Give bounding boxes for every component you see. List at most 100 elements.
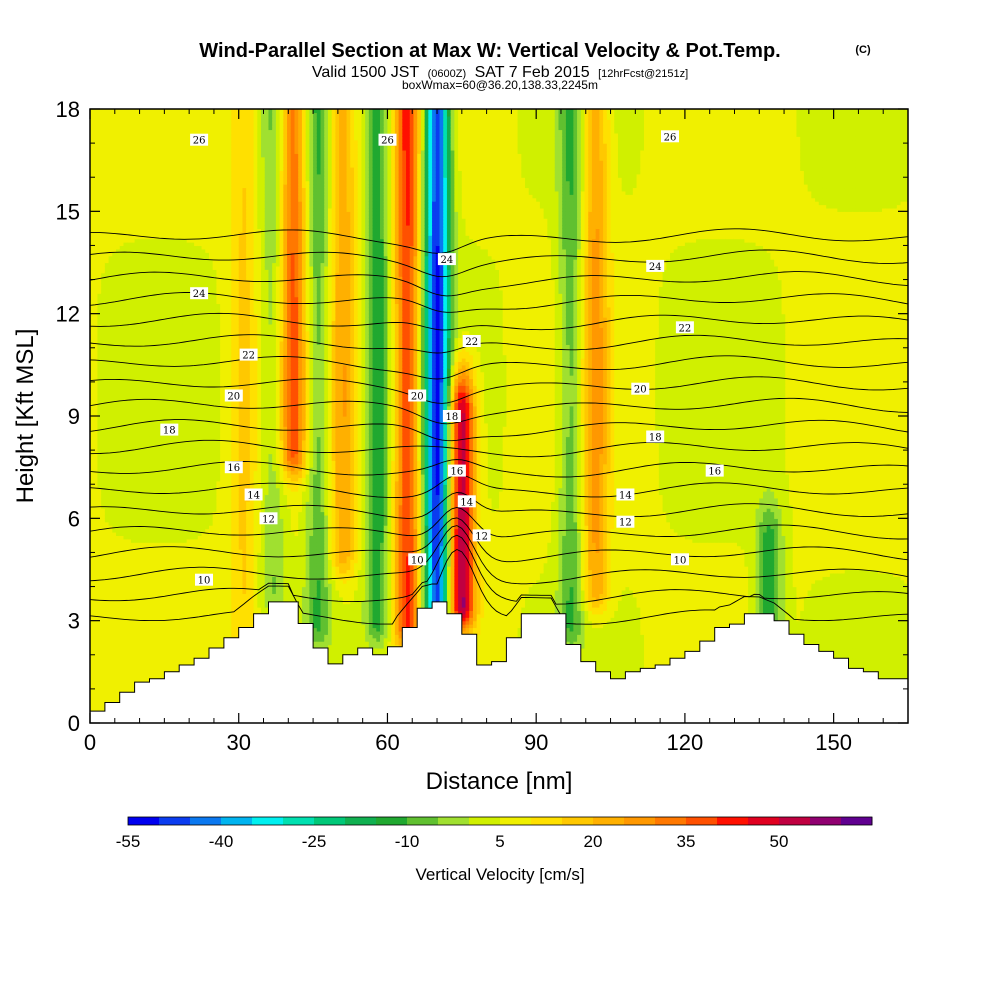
velocity-cell [97,549,102,554]
velocity-cell [142,330,147,335]
velocity-cell [168,542,173,547]
velocity-cell [93,559,99,564]
velocity-cell [164,402,169,407]
velocity-cell [153,136,158,141]
velocity-cell [153,668,158,673]
velocity-cell [149,129,154,134]
velocity-cell [182,235,188,240]
velocity-cell [138,542,143,547]
velocity-cell [179,364,184,369]
velocity-cell [112,508,117,513]
velocity-cell [168,276,173,281]
velocity-cell [119,637,125,642]
velocity-cell [108,207,113,212]
velocity-cell [171,460,177,465]
velocity-cell [130,180,136,185]
velocity-cell [160,644,165,649]
velocity-cell [168,269,173,274]
velocity-cell [123,207,128,212]
velocity-cell [186,187,191,192]
velocity-cell [160,187,165,192]
velocity-cell [153,201,158,206]
velocity-cell [160,518,165,523]
velocity-cell [90,692,95,697]
velocity-cell [108,252,113,257]
velocity-cell [164,647,169,652]
velocity-cell [138,143,143,148]
velocity-cell [127,334,132,339]
velocity-cell [179,596,184,601]
velocity-cell [179,576,184,581]
velocity-cell [138,228,143,233]
velocity-cell [179,320,184,325]
velocity-cell [156,112,162,117]
velocity-cell [104,282,110,287]
velocity-cell [116,617,121,622]
velocity-cell [90,699,95,704]
velocity-cell [101,433,106,438]
velocity-cell [160,665,165,670]
velocity-cell [149,634,154,639]
velocity-cell [153,416,158,421]
velocity-cell [130,146,136,151]
velocity-cell [156,340,162,345]
velocity-cell [119,439,125,444]
velocity-cell [182,661,188,666]
velocity-cell [138,494,143,499]
velocity-cell [179,146,184,151]
velocity-cell [112,463,117,468]
velocity-cell [101,695,106,700]
velocity-cell [190,453,195,458]
velocity-cell [156,531,162,536]
velocity-cell [101,429,106,434]
velocity-cell [123,235,128,240]
velocity-cell [171,470,177,475]
velocity-cell [116,221,121,226]
velocity-cell [127,368,132,373]
velocity-cell [186,542,191,547]
velocity-cell [112,682,117,687]
velocity-cell [190,436,195,441]
velocity-cell [160,282,165,287]
velocity-cell [108,514,113,519]
velocity-cell [123,259,128,264]
velocity-cell [108,531,113,536]
velocity-cell [142,190,147,195]
velocity-cell [175,255,180,260]
velocity-cell [182,630,188,635]
velocity-cell [138,572,143,577]
velocity-cell [93,473,99,478]
velocity-cell [145,112,151,117]
velocity-cell [168,252,173,257]
velocity-cell [93,255,99,260]
velocity-cell [134,450,139,455]
velocity-cell [175,668,180,673]
velocity-cell [160,126,165,131]
velocity-cell [164,337,169,342]
velocity-cell [130,300,136,305]
velocity-cell [175,265,180,270]
velocity-cell [145,480,151,485]
velocity-cell [119,327,125,332]
velocity-cell [90,678,95,683]
velocity-cell [127,269,132,274]
velocity-cell [145,361,151,366]
velocity-cell [186,409,191,414]
velocity-cell [175,562,180,567]
velocity-cell [134,300,139,305]
velocity-cell [108,163,113,168]
velocity-cell [145,521,151,526]
velocity-cell [168,347,173,352]
velocity-cell [90,177,95,182]
velocity-cell [186,491,191,496]
velocity-cell [168,115,173,120]
velocity-cell [175,160,180,165]
velocity-cell [156,508,162,513]
velocity-cell [130,603,136,608]
velocity-cell [171,129,177,134]
velocity-cell [175,190,180,195]
velocity-cell [156,675,162,680]
velocity-cell [104,491,110,496]
velocity-cell [123,429,128,434]
velocity-cell [145,559,151,564]
